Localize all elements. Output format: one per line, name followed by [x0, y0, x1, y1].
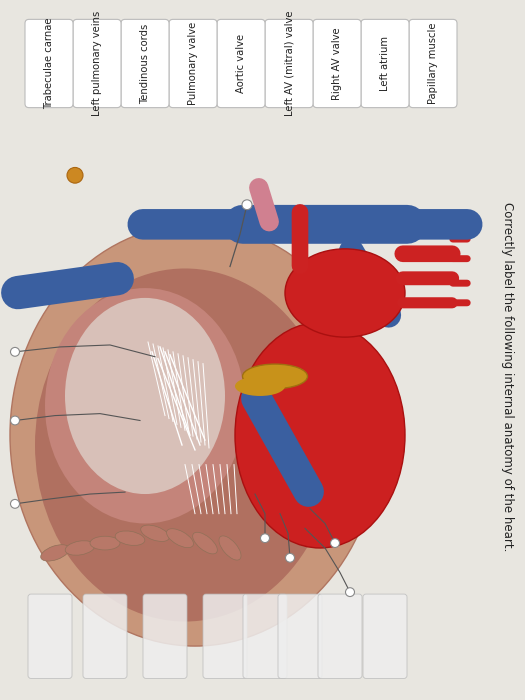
FancyBboxPatch shape	[363, 594, 407, 678]
FancyArrowPatch shape	[259, 188, 269, 222]
Ellipse shape	[243, 364, 308, 388]
Text: Papillary muscle: Papillary muscle	[428, 22, 438, 104]
FancyArrowPatch shape	[18, 279, 117, 293]
Circle shape	[331, 539, 340, 547]
FancyBboxPatch shape	[203, 594, 247, 678]
Text: Left pulmonary veins: Left pulmonary veins	[92, 11, 102, 116]
Circle shape	[286, 554, 295, 562]
FancyBboxPatch shape	[318, 594, 362, 678]
Ellipse shape	[90, 536, 120, 550]
Text: Trabeculae carnae: Trabeculae carnae	[44, 18, 54, 109]
FancyBboxPatch shape	[5, 116, 470, 685]
Circle shape	[345, 588, 354, 596]
FancyBboxPatch shape	[217, 20, 265, 108]
Ellipse shape	[65, 298, 225, 494]
Text: Left atrium: Left atrium	[380, 36, 390, 91]
Ellipse shape	[166, 528, 193, 547]
Ellipse shape	[141, 525, 169, 542]
Circle shape	[10, 347, 19, 356]
FancyBboxPatch shape	[143, 594, 187, 678]
Text: Right AV valve: Right AV valve	[332, 27, 342, 100]
Ellipse shape	[235, 323, 405, 548]
FancyBboxPatch shape	[25, 20, 73, 108]
Circle shape	[260, 534, 269, 542]
FancyBboxPatch shape	[265, 20, 313, 108]
Circle shape	[10, 416, 19, 425]
Ellipse shape	[10, 224, 380, 646]
FancyArrowPatch shape	[351, 251, 388, 315]
Text: Pulmonary valve: Pulmonary valve	[188, 22, 198, 105]
FancyBboxPatch shape	[83, 594, 127, 678]
FancyBboxPatch shape	[28, 594, 72, 678]
Circle shape	[242, 199, 252, 209]
FancyBboxPatch shape	[409, 20, 457, 108]
FancyBboxPatch shape	[121, 20, 169, 108]
Ellipse shape	[193, 532, 217, 554]
Text: Aortic valve: Aortic valve	[236, 34, 246, 93]
Ellipse shape	[235, 377, 285, 396]
FancyBboxPatch shape	[278, 594, 322, 678]
Text: Tendinous cords: Tendinous cords	[140, 23, 150, 104]
FancyBboxPatch shape	[361, 20, 409, 108]
Circle shape	[10, 499, 19, 508]
Text: Left AV (mitral) valve: Left AV (mitral) valve	[284, 10, 294, 116]
Text: Correctly label the following internal anatomy of the heart.: Correctly label the following internal a…	[500, 202, 513, 551]
FancyBboxPatch shape	[73, 20, 121, 108]
FancyBboxPatch shape	[169, 20, 217, 108]
Ellipse shape	[41, 545, 69, 561]
FancyBboxPatch shape	[243, 594, 287, 678]
FancyBboxPatch shape	[313, 20, 361, 108]
Ellipse shape	[219, 536, 241, 560]
Ellipse shape	[285, 249, 405, 337]
Circle shape	[67, 167, 83, 183]
FancyArrowPatch shape	[256, 398, 309, 491]
Ellipse shape	[45, 288, 245, 524]
Ellipse shape	[35, 269, 335, 622]
Ellipse shape	[65, 541, 95, 555]
Ellipse shape	[115, 531, 145, 545]
